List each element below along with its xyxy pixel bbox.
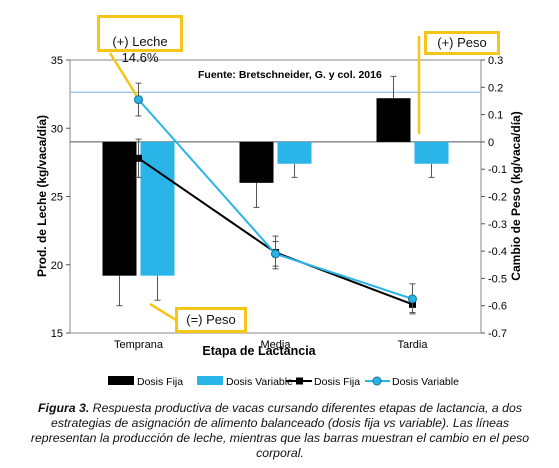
annotation-connectors: [108, 36, 421, 322]
bar: [277, 141, 312, 164]
y2-tick-label: -0.2: [488, 192, 507, 204]
y2-axis-title: Cambio de Peso (kg/vaca/día): [509, 111, 523, 280]
y2-tick-label: -0.4: [488, 246, 507, 258]
x-tick-label: Tardia: [398, 339, 429, 351]
y2-tick-label: -0.5: [488, 273, 507, 285]
y-tick-label: 35: [51, 55, 63, 67]
axes: 15 20 25 30 35 -0.7 -0.6 -0.5 -0.4 -0.3 -0.2 -0.1 0 0…: [51, 55, 507, 351]
point: [408, 294, 417, 304]
y2-tick-label: -0.7: [488, 328, 507, 340]
y2-tick-label: -0.3: [488, 219, 507, 231]
annotation-leche: (+) Leche 14.6%: [97, 15, 183, 65]
line-series: [134, 82, 417, 315]
y-tick-label: 25: [51, 192, 63, 204]
legend-swatch-bar-variable: [197, 376, 223, 385]
bar: [102, 141, 137, 276]
y-axis-title: Prod. de Leche (kg/vaca/día): [35, 115, 49, 277]
legend-swatch-bar-fija: [108, 376, 134, 385]
line-path: [137, 157, 413, 306]
y-tick-label: 30: [51, 123, 63, 135]
y2-tick-label: 0: [488, 137, 494, 149]
legend-label-bar-variable: Dosis Variable: [226, 376, 293, 388]
legend-marker-variable: [372, 376, 382, 386]
legend-label-line-fija: Dosis Fija: [314, 376, 360, 388]
y2-tick-label: 0.2: [488, 82, 503, 94]
x-tick-label: Media: [261, 339, 292, 351]
y2-tick-label: 0.3: [488, 55, 503, 67]
bar: [239, 141, 274, 183]
y2-tick-label: -0.1: [488, 164, 507, 176]
y-tick-label: 20: [51, 260, 63, 272]
annotation-peso-plus-text: (+) Peso: [437, 35, 487, 50]
figure-caption-text: Respuesta productiva de vacas cursando d…: [30, 401, 530, 460]
annotation-peso-plus: (+) Peso: [424, 31, 500, 55]
y-tick-label: 15: [51, 328, 63, 340]
x-axis-title: Etapa de Lactancia: [202, 344, 316, 358]
point: [135, 154, 142, 162]
y2-tick-label: 0.1: [488, 110, 503, 122]
legend-marker-fija: [296, 377, 303, 385]
bar-series: [102, 75, 449, 307]
legend-label-line-variable: Dosis Variable: [392, 376, 459, 388]
figure-caption: Figura 3. Respuesta productiva de vacas …: [20, 401, 540, 461]
bar: [376, 98, 411, 142]
y2-tick-label: -0.6: [488, 301, 507, 313]
chart-area: 15 20 25 30 35 -0.7 -0.6 -0.5 -0.4 -0.3 -0.2 -0.1 0 0…: [35, 36, 523, 388]
figure-label: Figura 3.: [38, 401, 90, 415]
annotation-peso-equal-text: (=) Peso: [186, 312, 236, 327]
connector-leche: [108, 52, 138, 97]
legend: Dosis Fija Dosis Variable Dosis Fija Dosis …: [108, 376, 459, 388]
source-note: Fuente: Bretschneider, G. y col. 2016: [198, 69, 382, 81]
point: [134, 95, 143, 105]
connector-peso-equal: [149, 302, 177, 322]
legend-label-bar-fija: Dosis Fija: [137, 376, 183, 388]
point: [271, 249, 280, 259]
x-tick-label: Temprana: [114, 339, 164, 351]
annotation-peso-equal: (=) Peso: [175, 307, 247, 333]
bar: [414, 141, 449, 164]
annotation-leche-text: (+) Leche 14.6%: [112, 34, 168, 65]
